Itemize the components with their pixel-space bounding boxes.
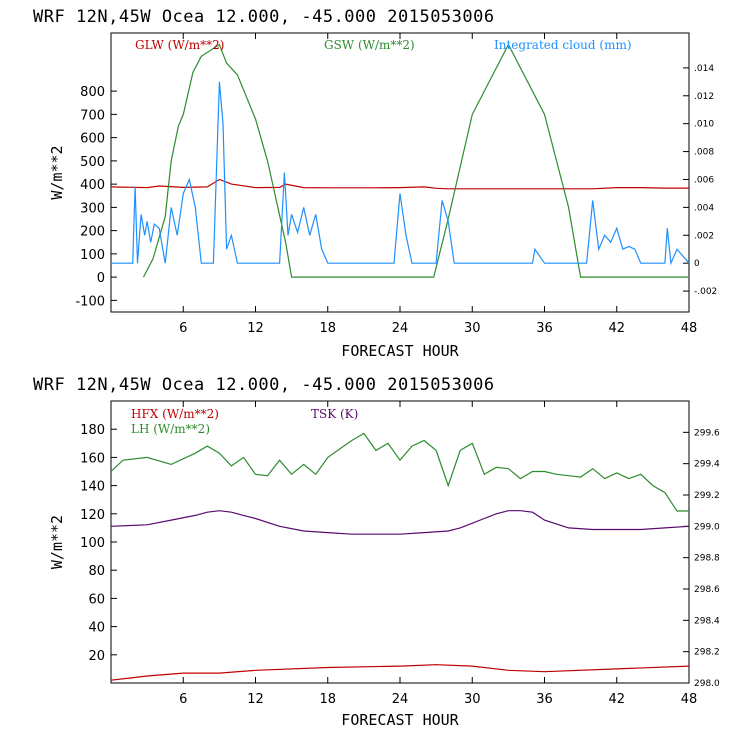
y-tick-label: 800 (80, 85, 105, 100)
series-line-integrated (111, 81, 690, 266)
x-tick-label: 30 (464, 321, 481, 336)
series-line-hfx (110, 664, 690, 681)
chart-header-0: WRF 12N,45W Ocea 12.000, -45.000 2015053… (33, 7, 495, 27)
y2-tick-label: 299.2 (694, 491, 720, 501)
x-tick-label: 36 (536, 321, 553, 336)
y-tick-label: 80 (88, 564, 105, 579)
series-line-tsk (110, 510, 690, 535)
y2-tick-label: 298.8 (694, 554, 720, 564)
y2-tick-label: 298.0 (694, 679, 720, 689)
y2-tick-label: .014 (694, 64, 714, 74)
y2-tick-label: .004 (694, 203, 714, 213)
x-tick-label: 48 (681, 692, 698, 707)
y-tick-label: 140 (80, 480, 105, 495)
y2-tick-label: 299.0 (694, 522, 720, 532)
y-tick-label: 500 (80, 155, 105, 170)
y-tick-label: 100 (80, 248, 105, 263)
y-tick-label: 100 (80, 536, 105, 551)
x-tick-label: 12 (247, 321, 264, 336)
y2-tick-label: 298.6 (694, 585, 720, 595)
y-tick-label: 0 (97, 271, 105, 286)
y2-tick-label: 298.4 (694, 616, 720, 626)
x-tick-label: 12 (247, 692, 264, 707)
x-tick-label: 42 (608, 692, 625, 707)
x-tick-label: 48 (681, 321, 698, 336)
y-tick-label: 180 (80, 423, 105, 438)
x-tick-label: 30 (464, 692, 481, 707)
x-axis-label-0: FORECAST HOUR (341, 342, 459, 360)
x-tick-label: 6 (179, 692, 187, 707)
x-axis-label-1: FORECAST HOUR (341, 711, 459, 729)
y-tick-label: 40 (88, 621, 105, 636)
y-axis-label-0: W/m**2 (48, 145, 66, 199)
y-tick-label: 200 (80, 225, 105, 240)
series-line-gsw (142, 43, 689, 278)
series-line-lh (110, 432, 689, 512)
y-tick-label: 600 (80, 132, 105, 147)
x-tick-label: 36 (536, 692, 553, 707)
x-tick-label: 42 (608, 321, 625, 336)
x-tick-label: 18 (319, 321, 336, 336)
y-axis-label-1: W/m**2 (48, 515, 66, 569)
y2-tick-label: .012 (694, 92, 714, 102)
plot-frame-0 (110, 32, 690, 313)
y2-tick-label: .002 (694, 231, 714, 241)
y-tick-label: 300 (80, 201, 105, 216)
legend-entry: HFX (W/m**2) (131, 407, 219, 421)
x-tick-label: 18 (319, 692, 336, 707)
y-tick-label: 400 (80, 178, 105, 193)
legend-entry: GLW (W/m**2) (135, 38, 224, 52)
y-tick-label: 120 (80, 508, 105, 523)
y-tick-label: -100 (75, 294, 105, 309)
chart-header-1: WRF 12N,45W Ocea 12.000, -45.000 2015053… (33, 375, 495, 395)
y-tick-label: 160 (80, 451, 105, 466)
series-line-glw (110, 178, 689, 190)
y2-tick-label: .008 (694, 148, 714, 158)
legend-entry: TSK (K) (311, 407, 358, 421)
y2-tick-label: .010 (694, 120, 714, 130)
y2-tick-label: 299.6 (694, 428, 720, 438)
y2-tick-label: .006 (694, 175, 714, 185)
x-tick-label: 24 (392, 321, 409, 336)
y2-tick-label: 299.4 (694, 460, 720, 470)
x-tick-label: 24 (392, 692, 409, 707)
y2-tick-label: -.002 (694, 287, 717, 297)
legend-entry: LH (W/m**2) (131, 422, 210, 436)
y-tick-label: 60 (88, 592, 105, 607)
y-tick-label: 20 (88, 649, 105, 664)
y-tick-label: 700 (80, 108, 105, 123)
legend-entry: Integrated cloud (mm) (494, 38, 632, 52)
x-tick-label: 6 (179, 321, 187, 336)
y2-tick-label: 0 (694, 259, 700, 269)
legend-entry: GSW (W/m**2) (324, 38, 415, 52)
y2-tick-label: 298.2 (694, 648, 720, 658)
plot-frame-1 (110, 400, 690, 684)
